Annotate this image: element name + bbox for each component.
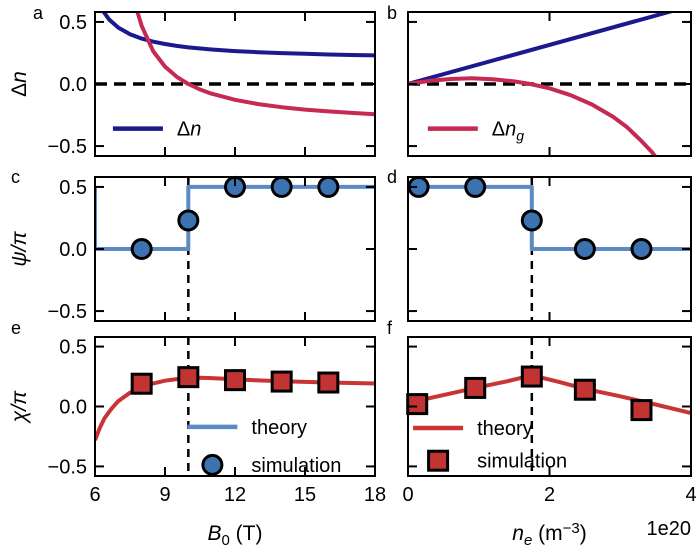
panel-letter-f: f: [387, 318, 393, 338]
square-marker: [177, 366, 200, 389]
x-tick-label: 0: [402, 484, 413, 506]
x-axis-label: B0 (T): [207, 522, 262, 549]
y-axis-label: ψ/π: [8, 230, 31, 266]
y-tick-label: −0.5: [48, 301, 87, 323]
panel-d: d: [387, 167, 692, 322]
panel-letter-e: e: [11, 318, 21, 338]
c-theory-step: [95, 184, 375, 251]
axes-frame: [94, 11, 376, 157]
panel-letter-a: a: [33, 3, 44, 23]
y-tick-label: 0.5: [59, 337, 87, 359]
a-delta-n-line: [101, 12, 375, 58]
x-tick-label: 18: [364, 484, 386, 506]
panel-b: Δng b: [387, 3, 692, 157]
c-simulation-circles: [130, 175, 340, 260]
legend-sample-marker: [201, 453, 224, 476]
legend-label: Δn: [177, 119, 201, 141]
circle-marker: [464, 175, 487, 198]
x-tick-label: 6: [89, 484, 100, 506]
circle-marker: [177, 209, 200, 232]
legend-label: theory: [477, 418, 533, 440]
y-tick-label: −0.5: [48, 136, 87, 158]
square-marker: [464, 376, 487, 399]
circle-marker: [270, 175, 293, 198]
legend-sample-marker: [427, 449, 450, 472]
circle-marker: [130, 238, 153, 260]
legend-label: Δng: [492, 119, 524, 144]
y-tick-label: 0.0: [59, 397, 87, 419]
y-tick-label: −0.5: [48, 456, 87, 478]
panel-a: 0.5 0.0 −0.5 Δn Δn a: [8, 3, 376, 158]
axes-frame: [407, 336, 692, 477]
square-marker: [406, 393, 429, 416]
y-tick-label: 0.0: [59, 74, 87, 96]
axes-frame: [407, 176, 692, 322]
circle-marker: [573, 238, 596, 260]
x-tick-label: 12: [224, 484, 246, 506]
circle-marker: [317, 175, 340, 198]
circle-marker: [630, 238, 653, 260]
panel-e: 0.5 0.0 −0.56 9 12 15 18 χ/π B0 (T) theory simulat…: [8, 318, 386, 549]
panel-letter-d: d: [387, 167, 397, 187]
x-tick-label: 15: [294, 484, 316, 506]
a-delta-ng-line: [135, 12, 375, 117]
legend-label: theory: [251, 417, 307, 439]
square-marker: [130, 372, 153, 395]
axes-frame: [94, 336, 376, 477]
b-delta-ng-line: [408, 76, 658, 156]
panel-letter-b: b: [387, 3, 397, 23]
square-marker: [573, 378, 596, 401]
square-marker: [520, 365, 543, 388]
legend-label: simulation: [477, 451, 567, 473]
y-tick-label: 0.5: [59, 177, 87, 199]
y-tick-label: 0.5: [59, 12, 87, 34]
square-marker: [630, 399, 653, 422]
square-marker: [317, 371, 340, 394]
b-delta-n-line: [408, 12, 677, 86]
circle-marker: [520, 209, 543, 232]
axes-frame: [407, 11, 692, 157]
x-tick-label: 4: [685, 484, 696, 506]
d-theory-step: [408, 184, 691, 251]
y-tick-label: 0.0: [59, 239, 87, 261]
f-simulation-squares: [406, 365, 653, 422]
panel-letter-c: c: [11, 167, 20, 187]
panel-f: 0 2 4 ne (m−3) 1e20 theory simulation f: [387, 318, 697, 549]
x-tick-label: 2: [544, 484, 555, 506]
panel-c: 0.5 0.0 −0.5 ψ/π c: [8, 167, 376, 323]
square-marker: [270, 370, 293, 393]
axes-frame: [94, 176, 376, 322]
d-simulation-circles: [407, 175, 653, 260]
y-axis-label: χ/π: [8, 390, 31, 424]
square-marker: [224, 369, 246, 392]
e-simulation-squares: [130, 366, 340, 395]
axis-offset-label: 1e20: [647, 518, 692, 540]
x-tick-label: 9: [159, 484, 170, 506]
y-axis-label: Δn: [8, 71, 31, 97]
legend-label: simulation: [251, 455, 341, 477]
x-axis-label: ne (m−3): [512, 520, 586, 549]
